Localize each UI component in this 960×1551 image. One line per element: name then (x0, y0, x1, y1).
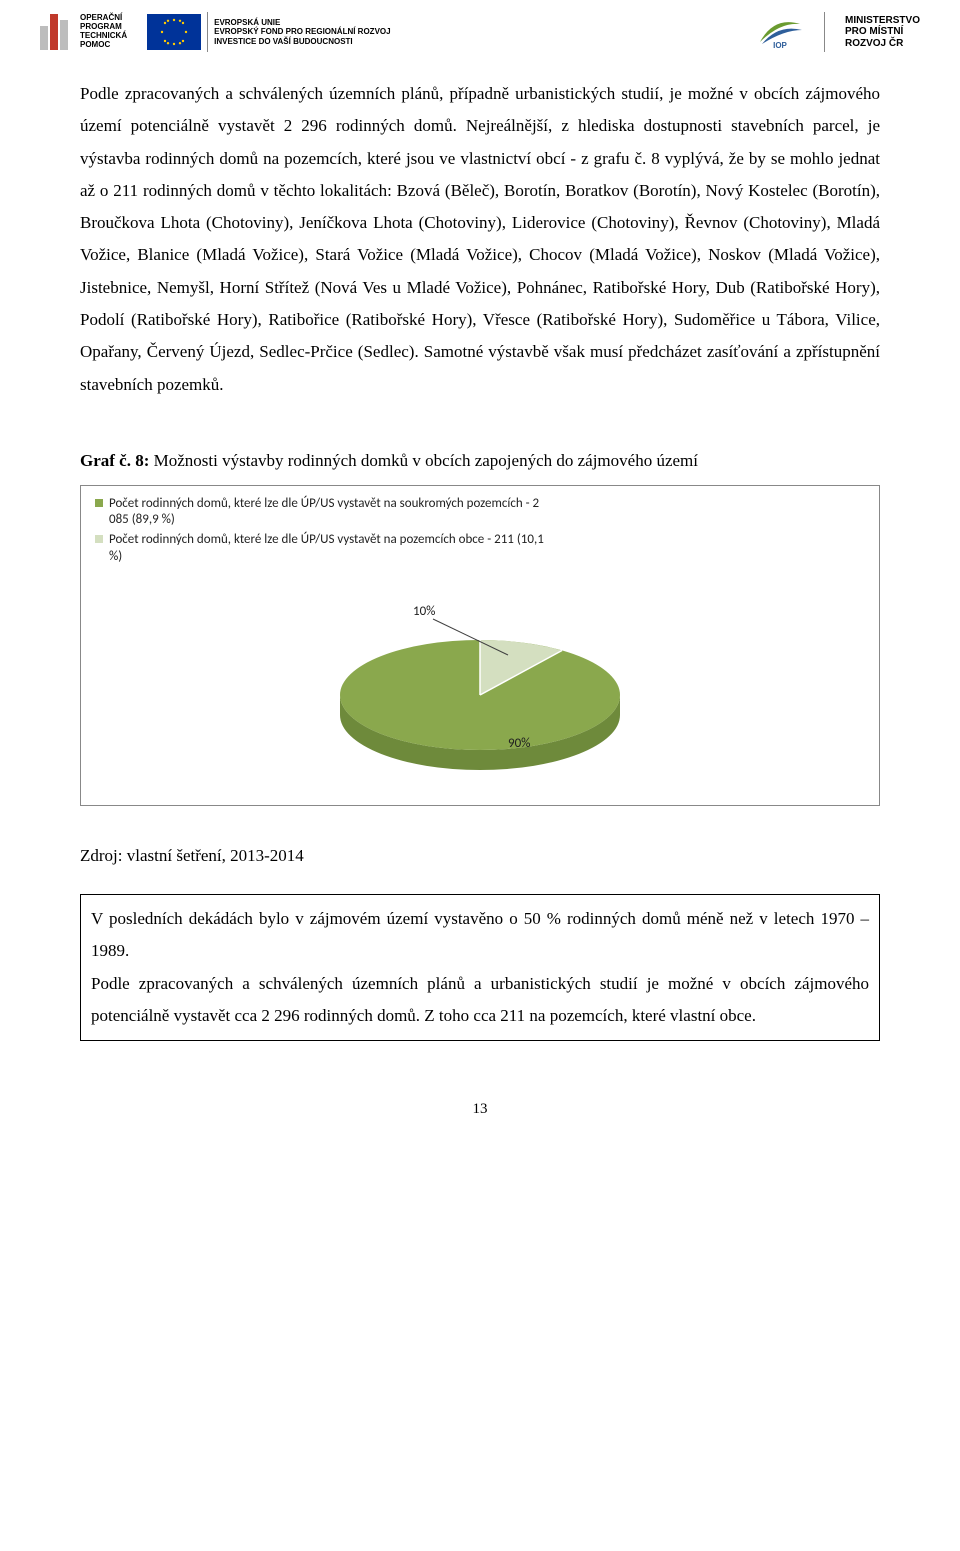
logo-iop: IOP (756, 14, 804, 50)
legend-item: Počet rodinných domů, které lze dle ÚP/U… (95, 496, 555, 529)
chart-title-row: Graf č. 8: Možnosti výstavby rodinných d… (0, 411, 960, 477)
svg-text:IOP: IOP (773, 41, 787, 50)
optp-bar (50, 14, 58, 50)
legend-swatch-icon (95, 499, 103, 507)
iop-swoosh-icon: IOP (756, 14, 804, 50)
chart-title: Možnosti výstavby rodinných domků v obcí… (149, 451, 698, 470)
pie-chart: 10% 90% (95, 575, 865, 785)
pie-label-10: 10% (413, 604, 435, 619)
legend-swatch-icon (95, 535, 103, 543)
eu-text: EVROPSKÁ UNIE EVROPSKÝ FOND PRO REGIONÁL… (214, 18, 390, 46)
eu-line: INVESTICE DO VAŠÍ BUDOUCNOSTI (214, 37, 390, 46)
divider (207, 12, 208, 52)
eu-flag-icon (147, 14, 201, 50)
logo-eu: EVROPSKÁ UNIE EVROPSKÝ FOND PRO REGIONÁL… (147, 12, 390, 52)
body-paragraph: Podle zpracovaných a schválených územníc… (0, 60, 960, 411)
summary-text: V posledních dekádách bylo v zájmovém úz… (91, 909, 869, 1025)
page-number: 13 (0, 1041, 960, 1138)
logo-optp: OPERAČNÍ PROGRAM TECHNICKÁ POMOC (40, 14, 127, 50)
header-logos: OPERAČNÍ PROGRAM TECHNICKÁ POMOC EVROPSK… (0, 0, 960, 60)
mmr-line: PRO MÍSTNÍ (845, 26, 920, 38)
optp-line: POMOC (80, 41, 127, 50)
divider (824, 12, 825, 52)
optp-bars-icon (40, 14, 68, 50)
source-text: Zdroj: vlastní šetření, 2013-2014 (0, 806, 960, 876)
optp-bar (60, 20, 68, 50)
pie-label-90: 90% (508, 736, 530, 751)
paragraph-1: Podle zpracovaných a schválených územníc… (80, 78, 880, 401)
mmr-line: ROZVOJ ČR (845, 38, 920, 50)
eu-line: EVROPSKÝ FOND PRO REGIONÁLNÍ ROZVOJ (214, 27, 390, 36)
eu-line: EVROPSKÁ UNIE (214, 18, 390, 27)
optp-bar (40, 26, 48, 50)
chart-container: Počet rodinných domů, které lze dle ÚP/U… (80, 485, 880, 806)
legend-text: Počet rodinných domů, které lze dle ÚP/U… (109, 496, 555, 529)
legend-item: Počet rodinných domů, které lze dle ÚP/U… (95, 532, 555, 565)
summary-box: V posledních dekádách bylo v zájmovém úz… (80, 894, 880, 1041)
logo-mmr: MINISTERSTVO PRO MÍSTNÍ ROZVOJ ČR (845, 15, 920, 50)
chart-label: Graf č. 8: (80, 451, 149, 470)
optp-text: OPERAČNÍ PROGRAM TECHNICKÁ POMOC (80, 14, 127, 49)
mmr-text: MINISTERSTVO PRO MÍSTNÍ ROZVOJ ČR (845, 15, 920, 50)
legend-text: Počet rodinných domů, které lze dle ÚP/U… (109, 532, 555, 565)
mmr-line: MINISTERSTVO (845, 15, 920, 27)
